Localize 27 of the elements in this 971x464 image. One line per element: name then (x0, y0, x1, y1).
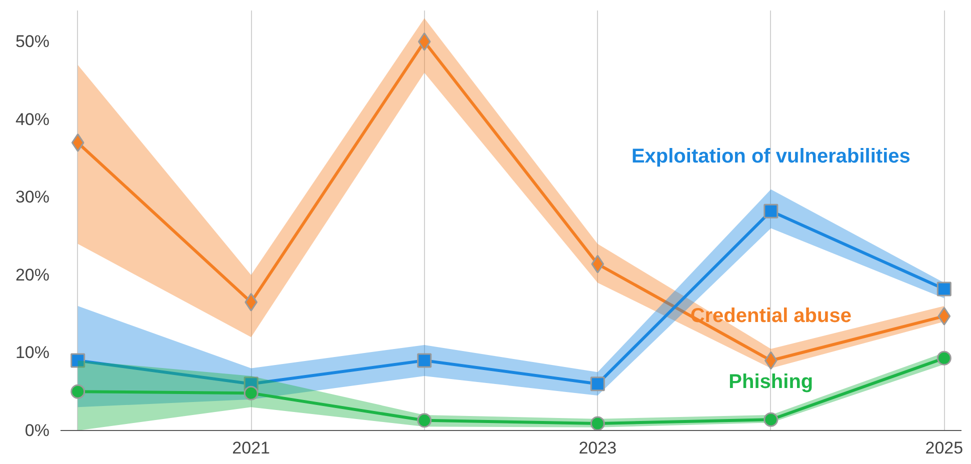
point (938, 306, 951, 326)
point (936, 350, 952, 366)
x-tick-label: 2025 (925, 438, 964, 458)
point (936, 282, 952, 296)
point (70, 384, 86, 399)
point (244, 386, 258, 400)
x-tick-label: 2021 (232, 438, 270, 458)
x-tick-label: 2023 (578, 438, 617, 458)
point (417, 353, 432, 368)
point (591, 254, 604, 274)
series-label: Phishing (728, 370, 814, 393)
point (764, 351, 778, 370)
series-label: Credential abuse (690, 304, 852, 327)
y-tick-label: 40% (15, 110, 50, 129)
y-tick-label: 10% (15, 343, 50, 362)
point (71, 133, 84, 152)
point (764, 204, 778, 218)
y-tick-label: 30% (15, 188, 50, 207)
text: Exploitation of vulnerabilities (631, 145, 910, 168)
y-tick-label: 20% (15, 265, 50, 284)
y-tick-label: 50% (15, 32, 50, 52)
point (590, 376, 605, 392)
point (417, 413, 432, 428)
point (418, 32, 431, 51)
point (70, 353, 86, 368)
point (244, 292, 258, 312)
y-tick-label: 0% (24, 421, 50, 440)
